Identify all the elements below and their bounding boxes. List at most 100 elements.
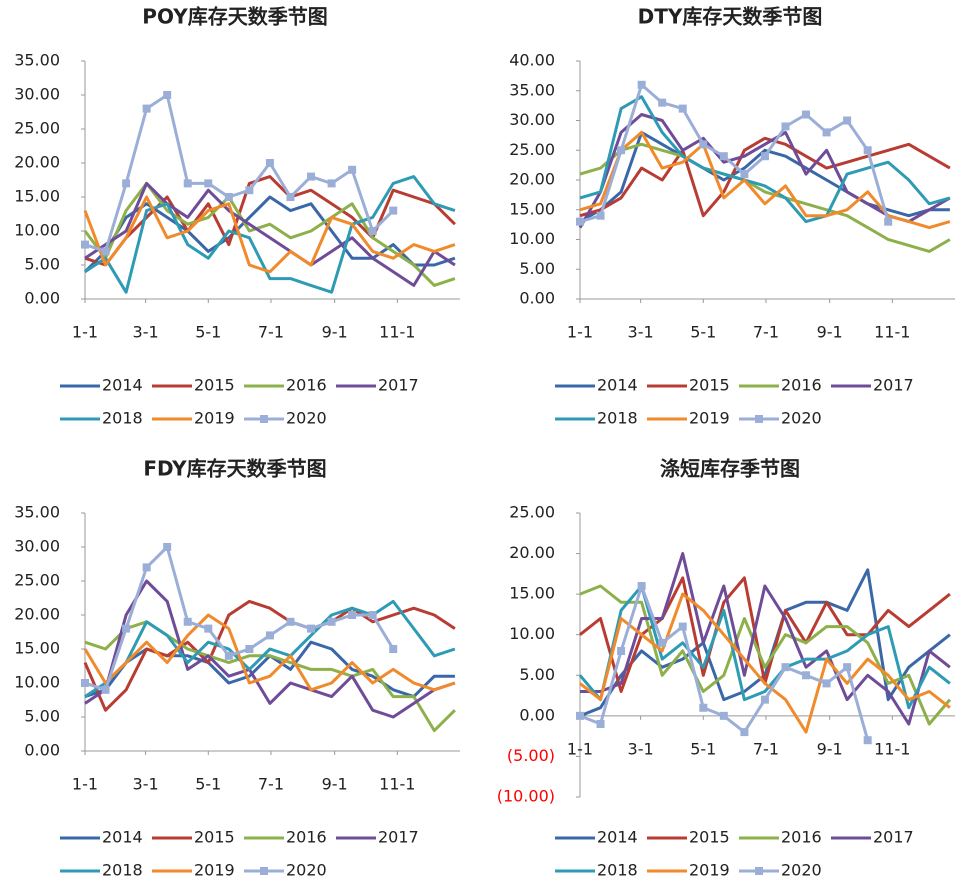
point-marker bbox=[224, 651, 233, 660]
x-tick-label: 7-1 bbox=[753, 739, 779, 758]
y-tick-label: 25.00 bbox=[14, 119, 60, 138]
point-marker bbox=[843, 116, 852, 125]
series-line bbox=[83, 599, 456, 712]
point-marker bbox=[286, 617, 295, 626]
legend-marker bbox=[755, 415, 763, 423]
legend-label: 2015 bbox=[689, 828, 730, 847]
point-marker bbox=[596, 719, 605, 728]
point-marker bbox=[822, 679, 831, 688]
x-tick-label: 9-1 bbox=[817, 323, 843, 342]
point-marker bbox=[163, 543, 172, 551]
y-tick-label: 35.00 bbox=[14, 503, 60, 522]
series-line bbox=[84, 599, 456, 698]
series-line bbox=[579, 130, 951, 230]
series-line bbox=[579, 83, 890, 224]
point-marker bbox=[822, 128, 831, 137]
y-tick-label: 20.00 bbox=[14, 153, 60, 172]
legend-marker bbox=[260, 867, 268, 875]
point-marker bbox=[142, 104, 151, 113]
point-marker bbox=[658, 98, 667, 107]
x-tick-label: 3-1 bbox=[628, 739, 654, 758]
legend-label: 2014 bbox=[102, 376, 143, 395]
y-tick-label: 5.00 bbox=[24, 707, 60, 726]
point-marker bbox=[740, 170, 749, 179]
series-line bbox=[84, 175, 456, 294]
point-marker bbox=[101, 685, 110, 694]
y-tick-label: 35.00 bbox=[14, 51, 60, 70]
y-tick-label: 0.00 bbox=[519, 289, 555, 308]
legend-label: 2017 bbox=[378, 828, 419, 847]
x-tick-label: 11-1 bbox=[874, 323, 910, 342]
chart-title: 涤短库存季节图 bbox=[660, 457, 800, 481]
point-marker bbox=[204, 179, 213, 188]
x-tick-label: 9-1 bbox=[817, 739, 843, 758]
series-line bbox=[84, 545, 395, 692]
y-tick-label: 30.00 bbox=[14, 537, 60, 556]
y-tick-label: 10.00 bbox=[14, 673, 60, 692]
x-tick-label: 5-1 bbox=[195, 775, 221, 794]
y-tick-label: 35.00 bbox=[509, 80, 555, 99]
y-tick-label: 0.00 bbox=[519, 705, 555, 724]
y-tick-label: 10.00 bbox=[509, 624, 555, 643]
legend-label: 2018 bbox=[102, 409, 143, 428]
series-line bbox=[83, 195, 456, 274]
point-marker bbox=[617, 646, 626, 655]
series-line bbox=[579, 592, 951, 734]
point-marker bbox=[637, 80, 646, 89]
point-marker bbox=[760, 152, 769, 161]
point-marker bbox=[863, 736, 872, 745]
point-marker bbox=[719, 711, 728, 720]
legend-label: 2014 bbox=[102, 828, 143, 847]
point-marker bbox=[265, 631, 274, 640]
series-line bbox=[84, 93, 395, 253]
series-line bbox=[84, 175, 456, 267]
point-marker bbox=[740, 728, 749, 737]
y-tick-label: 15.00 bbox=[14, 639, 60, 658]
y-tick-label: 10.00 bbox=[14, 221, 60, 240]
y-tick-label: 15.00 bbox=[14, 187, 60, 206]
point-marker bbox=[596, 211, 605, 220]
point-marker bbox=[678, 104, 687, 113]
x-tick-label: 7-1 bbox=[258, 323, 284, 342]
x-tick-label: 9-1 bbox=[322, 775, 348, 794]
legend-label: 2015 bbox=[194, 376, 235, 395]
x-tick-label: 7-1 bbox=[753, 323, 779, 342]
y-tick-label: 25.00 bbox=[509, 503, 555, 522]
point-marker bbox=[863, 146, 872, 155]
point-marker bbox=[678, 622, 687, 631]
point-marker bbox=[699, 703, 708, 712]
legend-label: 2018 bbox=[102, 861, 143, 880]
point-marker bbox=[389, 645, 398, 653]
y-tick-label: 20.00 bbox=[509, 170, 555, 189]
point-marker bbox=[576, 711, 584, 720]
y-tick-label: 10.00 bbox=[509, 229, 555, 248]
point-marker bbox=[122, 624, 131, 633]
legend-label: 2017 bbox=[873, 376, 914, 395]
point-marker bbox=[719, 152, 728, 161]
point-marker bbox=[884, 217, 893, 226]
point-marker bbox=[163, 91, 172, 99]
y-tick-label: 30.00 bbox=[14, 85, 60, 104]
point-marker bbox=[265, 159, 274, 167]
x-tick-label: 5-1 bbox=[195, 323, 221, 342]
x-tick-label: 1-1 bbox=[567, 323, 593, 342]
y-tick-label: 25.00 bbox=[509, 140, 555, 159]
y-tick-label: 0.00 bbox=[24, 289, 60, 308]
y-tick-label: 5.00 bbox=[519, 665, 555, 684]
point-marker bbox=[617, 146, 626, 155]
x-tick-label: 11-1 bbox=[874, 739, 910, 758]
series-line bbox=[83, 613, 456, 692]
y-tick-label: 20.00 bbox=[14, 605, 60, 624]
legend-label: 2020 bbox=[286, 861, 327, 880]
y-tick-label: 30.00 bbox=[509, 110, 555, 129]
point-marker bbox=[368, 227, 377, 235]
legend-label: 2015 bbox=[689, 376, 730, 395]
legend-label: 2016 bbox=[781, 376, 822, 395]
legend-label: 2020 bbox=[781, 409, 822, 428]
legend-marker bbox=[755, 867, 763, 875]
legend-label: 2015 bbox=[194, 828, 235, 847]
point-marker bbox=[81, 679, 89, 687]
legend-label: 2018 bbox=[597, 409, 638, 428]
x-tick-label: 1-1 bbox=[567, 739, 593, 758]
